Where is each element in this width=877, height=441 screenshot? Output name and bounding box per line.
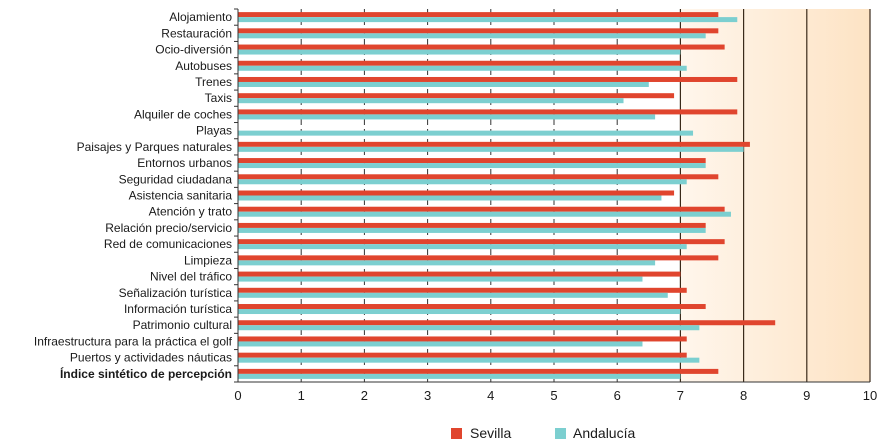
bar-sevilla-18	[238, 304, 706, 309]
category-label-6: Alquiler de coches	[134, 107, 232, 121]
x-tick-label-0: 0	[234, 388, 241, 403]
x-tick-label-1: 1	[298, 388, 305, 403]
bar-sevilla-3	[238, 61, 680, 66]
bar-andaluca-6	[238, 114, 655, 119]
highlight-band	[680, 9, 870, 382]
bar-andaluca-5	[238, 98, 624, 103]
bar-andaluca-22	[238, 374, 680, 379]
legend-label-sevilla: Sevilla	[470, 425, 511, 441]
bar-andaluca-15	[238, 260, 655, 265]
bar-sevilla-6	[238, 109, 737, 114]
bar-sevilla-9	[238, 158, 706, 163]
bar-sevilla-19	[238, 320, 775, 325]
x-tick-label-3: 3	[424, 388, 431, 403]
bar-sevilla-13	[238, 223, 706, 228]
bar-andaluca-3	[238, 66, 687, 71]
legend-swatch-sevilla	[451, 428, 462, 439]
category-label-3: Autobuses	[175, 59, 232, 73]
bar-andaluca-8	[238, 147, 744, 152]
category-label-0: Alojamiento	[169, 10, 232, 24]
category-label-4: Trenes	[195, 75, 232, 89]
category-label-5: Taxis	[205, 91, 232, 105]
bar-andaluca-2	[238, 50, 680, 55]
category-label-21: Puertos y actividades náuticas	[70, 351, 232, 365]
x-tick-label-5: 5	[550, 388, 557, 403]
category-label-18: Información turística	[124, 302, 232, 316]
bar-sevilla-8	[238, 142, 750, 147]
bar-andaluca-21	[238, 358, 699, 363]
bar-andaluca-13	[238, 228, 706, 233]
x-tick-labels: 0 1 2 3 4 5 6 7 8 9 10	[234, 388, 877, 403]
bar-andaluca-19	[238, 325, 699, 330]
x-tick-label-7: 7	[677, 388, 684, 403]
bar-andaluca-17	[238, 293, 668, 298]
category-label-15: Limpieza	[184, 253, 232, 267]
category-label-7: Playas	[196, 124, 232, 138]
bar-sevilla-10	[238, 174, 718, 179]
bar-andaluca-11	[238, 196, 661, 201]
x-tick-label-4: 4	[487, 388, 494, 403]
bar-andaluca-16	[238, 277, 642, 282]
category-label-20: Infraestructura para la práctica el golf	[34, 334, 233, 348]
bar-andaluca-0	[238, 17, 737, 22]
bar-sevilla-22	[238, 369, 718, 374]
bar-sevilla-1	[238, 28, 718, 33]
x-tick-label-9: 9	[803, 388, 810, 403]
category-label-14: Red de comunicaciones	[104, 237, 232, 251]
bar-sevilla-4	[238, 77, 737, 82]
category-label-12: Atención y trato	[149, 205, 233, 219]
x-tick-label-8: 8	[740, 388, 747, 403]
bar-andaluca-18	[238, 309, 680, 314]
category-labels: Alojamiento Restauración Ocio-diversión Aut…	[34, 10, 233, 381]
category-label-16: Nivel del tráfico	[150, 270, 232, 284]
bar-andaluca-10	[238, 179, 687, 184]
category-label-1: Restauración	[161, 26, 232, 40]
legend-swatch-andalucia	[555, 428, 566, 439]
bar-sevilla-15	[238, 255, 718, 260]
bar-sevilla-0	[238, 12, 718, 17]
bar-sevilla-20	[238, 336, 687, 341]
x-tick-label-6: 6	[614, 388, 621, 403]
category-label-13: Relación precio/servicio	[105, 221, 232, 235]
x-tick-label-2: 2	[361, 388, 368, 403]
category-label-17: Señalización turística	[119, 286, 233, 300]
highlight-rect	[680, 9, 870, 382]
legend-label-andalucia: Andalucía	[573, 425, 635, 441]
category-label-22: Índice sintético de percepción	[60, 366, 232, 381]
x-tick-label-10: 10	[863, 388, 877, 403]
category-label-19: Patrimonio cultural	[133, 318, 232, 332]
bar-sevilla-14	[238, 239, 725, 244]
category-label-11: Asistencia sanitaria	[129, 189, 233, 203]
category-label-10: Seguridad ciudadana	[119, 172, 233, 186]
category-label-2: Ocio-diversión	[155, 43, 232, 57]
bar-andaluca-4	[238, 82, 649, 87]
bar-sevilla-5	[238, 93, 674, 98]
bar-andaluca-14	[238, 244, 687, 249]
bar-sevilla-12	[238, 207, 725, 212]
bar-andaluca-12	[238, 212, 731, 217]
legend: Sevilla Andalucía	[451, 425, 635, 441]
bar-sevilla-2	[238, 45, 725, 50]
bar-andaluca-9	[238, 163, 706, 168]
bar-andaluca-20	[238, 341, 642, 346]
bar-andaluca-1	[238, 33, 706, 38]
bar-sevilla-17	[238, 288, 687, 293]
bar-sevilla-16	[238, 272, 680, 277]
bar-andaluca-7	[238, 131, 693, 136]
category-label-9: Entornos urbanos	[137, 156, 232, 170]
bar-sevilla-21	[238, 353, 687, 358]
bar-sevilla-11	[238, 191, 674, 196]
category-label-8: Paisajes y Parques naturales	[77, 140, 232, 154]
